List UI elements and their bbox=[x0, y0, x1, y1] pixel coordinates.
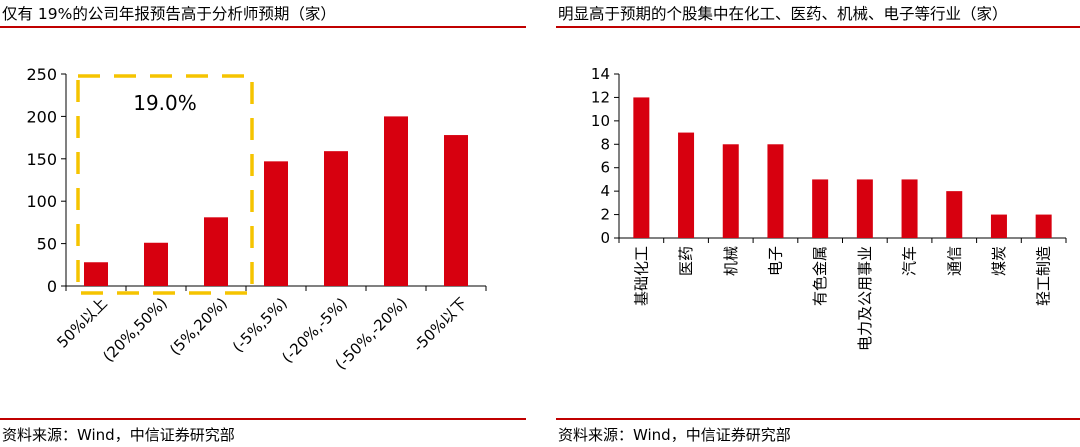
x-tick-label: (-5%,5%) bbox=[229, 294, 291, 356]
bar bbox=[204, 217, 228, 286]
bar bbox=[633, 97, 650, 238]
x-tick-label: 基础化工 bbox=[632, 246, 650, 306]
y-tick-label: 0 bbox=[47, 277, 57, 296]
x-tick-label: 通信 bbox=[945, 246, 963, 276]
y-tick-label: 100 bbox=[26, 192, 57, 211]
x-tick-label: 煤炭 bbox=[990, 246, 1008, 276]
x-tick-label: 电力及公用事业 bbox=[856, 246, 874, 351]
bar bbox=[84, 262, 108, 286]
bar bbox=[722, 144, 739, 238]
x-tick-label: 汽车 bbox=[901, 246, 919, 276]
bar bbox=[144, 242, 168, 286]
annotation-label: 19.0% bbox=[133, 91, 197, 115]
highlight-box bbox=[76, 74, 254, 295]
y-tick-label: 14 bbox=[591, 65, 610, 83]
y-tick-label: 4 bbox=[600, 182, 610, 200]
x-tick-label: 电子 bbox=[766, 246, 784, 276]
y-tick-label: 200 bbox=[26, 107, 57, 126]
chart-panel-left: 仅有 19%的公司年报预告高于分析师预期（家） 0 50 100 150 200 250 5… bbox=[0, 0, 526, 447]
bar bbox=[767, 144, 784, 238]
x-tick-label: (5%,20%) bbox=[166, 294, 231, 359]
bar bbox=[1035, 214, 1052, 238]
x-tick-label: -50%以下 bbox=[409, 294, 470, 355]
chart-panel-right: 明显高于预期的个股集中在化工、医药、机械、电子等行业（家） 0 2 4 6 8 10 12 1… bbox=[556, 0, 1080, 447]
title-rule bbox=[0, 26, 526, 28]
x-tick-label: 50%以上 bbox=[53, 294, 111, 352]
source-rule bbox=[556, 418, 1080, 420]
bar bbox=[264, 161, 288, 286]
y-tick-label: 50 bbox=[37, 235, 57, 254]
bar bbox=[444, 135, 468, 286]
y-tick-label: 6 bbox=[600, 159, 610, 177]
panel-title: 仅有 19%的公司年报预告高于分析师预期（家） bbox=[2, 5, 336, 23]
y-tick-label: 0 bbox=[600, 229, 610, 247]
x-tick-label: 机械 bbox=[722, 246, 740, 276]
y-tick-label: 150 bbox=[26, 150, 57, 169]
bar bbox=[901, 179, 918, 238]
y-tick-label: 10 bbox=[591, 112, 610, 130]
y-tick-label: 8 bbox=[600, 135, 610, 153]
source-note: 资料来源：Wind，中信证券研究部 bbox=[558, 426, 791, 444]
bar bbox=[856, 179, 873, 238]
x-tick-label: 有色金属 bbox=[811, 246, 829, 306]
y-tick-label: 12 bbox=[591, 88, 610, 106]
bar-chart-industry-counts: 0 2 4 6 8 10 12 14 基础化工 医药 机械 电子 有色金属 电力及公用事业 汽车 通信 煤炭 轻工… bbox=[591, 65, 1067, 351]
title-rule bbox=[556, 26, 1080, 28]
bar bbox=[384, 116, 408, 287]
y-tick-label: 250 bbox=[26, 65, 57, 84]
x-tick-label: 轻工制造 bbox=[1035, 246, 1053, 306]
x-tick-label: (20%,50%) bbox=[99, 294, 171, 366]
source-note: 资料来源：Wind，中信证券研究部 bbox=[2, 426, 235, 444]
bar bbox=[678, 132, 695, 238]
bar bbox=[812, 179, 829, 238]
x-tick-label: 医药 bbox=[677, 246, 695, 276]
y-tick-label: 2 bbox=[600, 206, 610, 224]
bar-chart-forecast-vs-expectation: 0 50 100 150 200 250 50%以上(20%,50%)(5%,20%)(-5… bbox=[26, 65, 487, 373]
source-rule bbox=[0, 418, 526, 420]
panel-title: 明显高于预期的个股集中在化工、医药、机械、电子等行业（家） bbox=[558, 5, 1008, 23]
bar bbox=[946, 191, 963, 238]
bar bbox=[324, 151, 348, 286]
bar bbox=[990, 214, 1007, 238]
